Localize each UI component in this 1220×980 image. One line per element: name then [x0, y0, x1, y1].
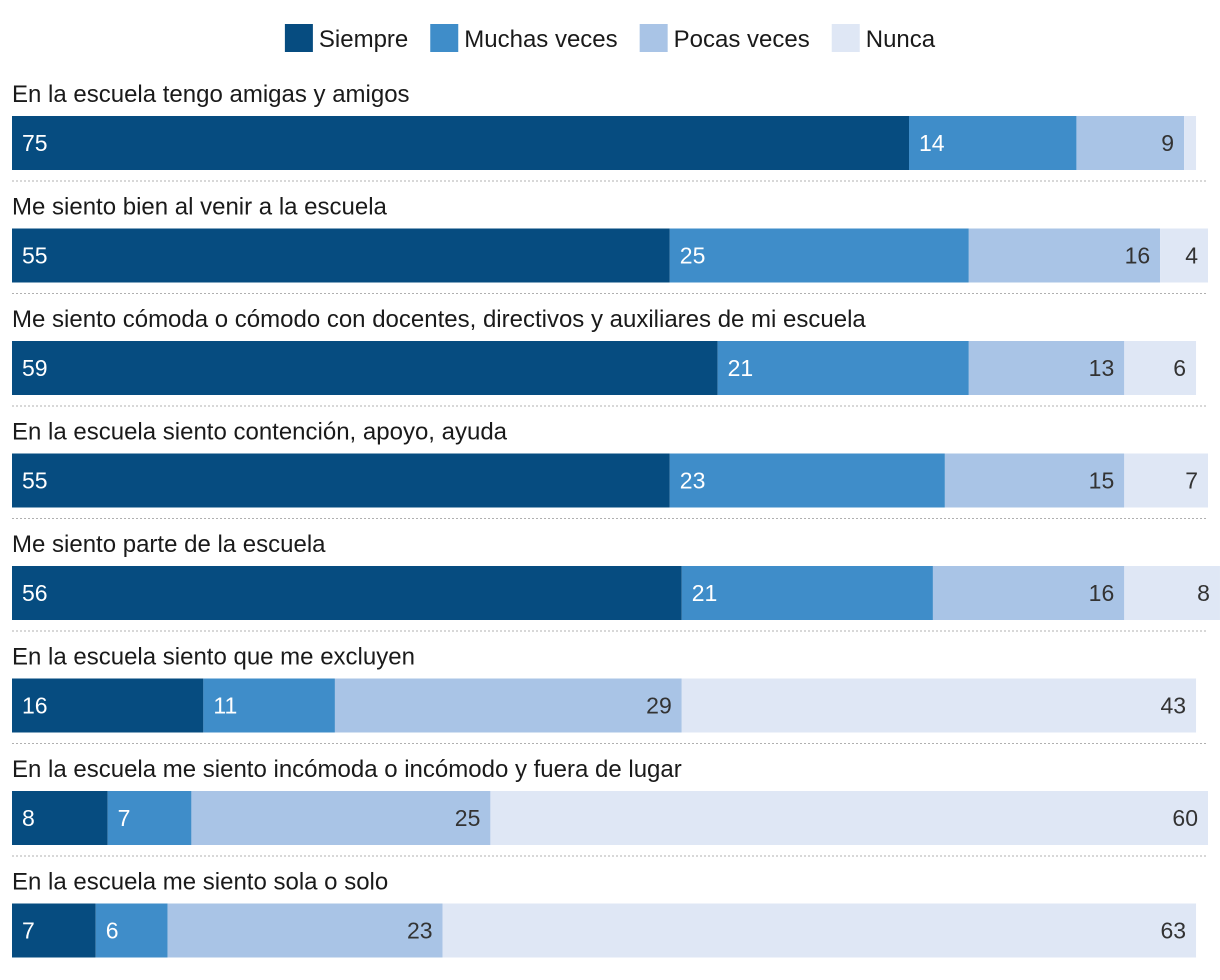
bar-pocas-veces [968, 341, 1125, 395]
legend-swatch [430, 24, 459, 52]
data-label: 16 [1125, 243, 1151, 269]
data-label: 11 [213, 693, 237, 719]
bar-pocas-veces [968, 228, 1161, 283]
data-label: 59 [22, 355, 48, 381]
row-label: En la escuela me siento sola o solo [12, 869, 388, 896]
row-label: Me siento parte de la escuela [12, 531, 326, 558]
bar-muchas-veces [203, 678, 335, 733]
bar-siempre [12, 678, 204, 733]
bar-nunca [490, 791, 1208, 845]
bar-pocas-veces [1076, 116, 1185, 170]
row-8: En la escuela me siento sola o solo 7 6 23 6… [12, 869, 1197, 958]
bar-pocas-veces [191, 791, 491, 845]
row-4: En la escuela siento contención, apoyo, … [12, 419, 1208, 519]
bar-siempre [12, 453, 670, 508]
data-label: 16 [22, 693, 48, 719]
data-label: 23 [407, 918, 433, 944]
legend-label: Nunca [866, 26, 936, 53]
bar-muchas-veces [681, 566, 933, 620]
bar-nunca [681, 678, 1197, 733]
data-label: 63 [1160, 918, 1186, 944]
bar-nunca [1124, 341, 1197, 395]
row-6: En la escuela siento que me excluyen 16 11… [12, 644, 1208, 744]
chart-rows: En la escuela tengo amigas y amigos 75 14 9… [12, 81, 1220, 958]
data-label: 13 [1089, 355, 1115, 381]
bar-muchas-veces [717, 341, 969, 395]
data-label: 8 [22, 805, 35, 831]
data-label: 7 [22, 918, 35, 944]
data-label: 23 [680, 468, 706, 494]
data-label: 9 [1161, 130, 1174, 156]
row-1: En la escuela tengo amigas y amigos 75 14 9 [12, 81, 1208, 182]
data-label: 7 [1185, 468, 1198, 494]
legend-item-muchas-veces: Muchas veces [430, 24, 618, 53]
row-7: En la escuela me siento incómoda o incóm… [12, 756, 1208, 857]
data-label: 56 [22, 580, 48, 606]
bar-pocas-veces [944, 453, 1125, 508]
row-label: En la escuela me siento incómoda o incóm… [12, 756, 682, 783]
bar-muchas-veces [909, 116, 1077, 170]
data-label: 4 [1185, 243, 1198, 269]
data-label: 15 [1089, 468, 1115, 494]
data-label: 14 [919, 130, 945, 156]
row-5: Me siento parte de la escuela 56 21 16 8 [12, 531, 1220, 632]
data-label: 6 [1173, 355, 1186, 381]
data-label: 75 [22, 130, 48, 156]
data-label: 6 [106, 918, 119, 944]
bar-pocas-veces [334, 678, 682, 733]
data-label: 25 [455, 805, 481, 831]
data-label: 55 [22, 468, 48, 494]
bar-nunca [1124, 453, 1208, 508]
legend-swatch [831, 24, 860, 52]
bar-nunca [1160, 228, 1208, 283]
data-label: 21 [728, 355, 754, 381]
legend-item-nunca: Nunca [831, 24, 936, 53]
bar-siempre [12, 228, 670, 283]
data-label: 21 [692, 580, 718, 606]
data-label: 55 [22, 243, 48, 269]
legend: Siempre Muchas veces Pocas veces Nunca [284, 24, 936, 53]
row-3: Me siento cómoda o cómodo con docentes, … [12, 306, 1208, 407]
data-label: 43 [1160, 693, 1186, 719]
row-label: En la escuela siento que me excluyen [12, 644, 415, 671]
data-label: 25 [680, 243, 706, 269]
data-label: 16 [1089, 580, 1115, 606]
row-label: En la escuela tengo amigas y amigos [12, 81, 410, 108]
legend-item-pocas-veces: Pocas veces [639, 24, 810, 53]
legend-swatch [639, 24, 668, 52]
bar-nunca [442, 903, 1197, 958]
data-label: 7 [118, 805, 131, 831]
bar-nunca [1184, 116, 1197, 170]
bar-muchas-veces [95, 903, 168, 958]
data-label: 8 [1197, 580, 1210, 606]
legend-label: Pocas veces [674, 26, 810, 53]
legend-label: Siempre [319, 26, 408, 53]
bar-muchas-veces [669, 453, 945, 508]
bar-siempre [12, 341, 718, 395]
bar-pocas-veces [167, 903, 443, 958]
row-label: Me siento bien al venir a la escuela [12, 194, 388, 221]
bar-nunca [1124, 566, 1220, 620]
row-label: Me siento cómoda o cómodo con docentes, … [12, 306, 866, 333]
row-2: Me siento bien al venir a la escuela 55 25… [12, 194, 1208, 294]
legend-label: Muchas veces [464, 26, 617, 53]
bar-siempre [12, 116, 909, 170]
bar-siempre [12, 566, 682, 620]
legend-swatch [284, 24, 313, 52]
legend-item-siempre: Siempre [284, 24, 408, 53]
row-label: En la escuela siento contención, apoyo, … [12, 419, 508, 446]
bar-siempre [12, 791, 108, 845]
bar-siempre [12, 903, 96, 958]
bar-muchas-veces [669, 228, 969, 283]
bar-pocas-veces [932, 566, 1125, 620]
bar-muchas-veces [107, 791, 192, 845]
data-label: 60 [1172, 805, 1198, 831]
data-label: 29 [646, 693, 672, 719]
